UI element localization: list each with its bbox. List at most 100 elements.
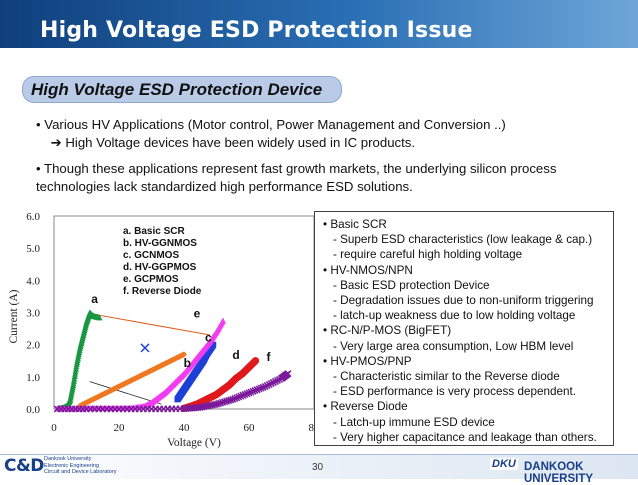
data-point	[225, 397, 233, 405]
legend-entry: a. Basic SCR	[123, 226, 185, 237]
x-tick-label: 80	[309, 422, 319, 434]
data-point	[140, 343, 150, 353]
data-point	[237, 392, 245, 400]
series-f	[53, 370, 292, 413]
section-banner: High Voltage ESD Protection Device	[22, 76, 342, 103]
legend-entry: d. HV-GGPMOS	[123, 262, 197, 273]
data-point	[235, 393, 243, 401]
x-tick-label: 40	[179, 422, 191, 434]
info-heading: • HV-PMOS/PNP	[323, 354, 412, 368]
series-label: e	[194, 306, 201, 320]
data-point	[255, 385, 263, 393]
data-point	[227, 396, 235, 404]
y-tick-label: 2.0	[26, 340, 40, 352]
data-point	[259, 383, 267, 391]
x-tick-label: 60	[244, 422, 256, 434]
data-point	[215, 400, 223, 408]
series-c	[77, 351, 187, 409]
info-heading: • RC-N/P-MOS (BigFET)	[323, 324, 452, 338]
info-subitem: - Latch-up immune ESD device	[333, 415, 495, 429]
chart-series	[53, 309, 292, 413]
iv-chart: 0.0 1.0 2.0 3.0 4.0 5.0 6.0 0 20 40 60 80 Voltage (V…	[8, 211, 319, 449]
legend-entry: f. Reverse Diode	[123, 286, 202, 297]
info-heading: • Reverse Diode	[323, 400, 408, 414]
data-point	[181, 351, 187, 358]
bullet-line: • Though these applications represent fa…	[36, 161, 557, 176]
series-label: f	[267, 350, 272, 364]
info-subitem: - Characteristic similar to the Reverse …	[333, 370, 560, 384]
data-point	[251, 386, 259, 395]
info-box: • Basic SCR - Superb ESD characteristics …	[314, 211, 614, 446]
x-tick-label: 0	[51, 422, 57, 434]
data-point	[239, 391, 247, 399]
series-b	[174, 341, 217, 403]
data-point	[231, 395, 239, 403]
data-point	[257, 384, 265, 392]
data-point	[251, 357, 260, 365]
data-point	[223, 397, 231, 405]
lab-logo: C&D	[4, 456, 44, 476]
bullet-line: • Various HV Applications (Motor control…	[36, 117, 506, 132]
series-label: a	[91, 292, 98, 306]
lab-logo-line: Electronic Engineering	[44, 462, 100, 469]
info-subitem: - latch-up weakness due to low holding v…	[333, 309, 576, 323]
x-tick-label: 20	[114, 422, 126, 434]
info-subitem: - Basic ESD protection Device	[333, 278, 490, 292]
bullet-spacer	[36, 152, 626, 160]
info-heading: • Basic SCR	[323, 218, 387, 231]
trace-line	[92, 313, 211, 336]
series-d	[180, 357, 260, 413]
data-point	[245, 389, 253, 397]
data-point	[247, 388, 255, 396]
y-tick-label: 0.0	[26, 404, 40, 416]
legend-entry: e. GCPMOS	[123, 274, 179, 285]
data-point	[253, 386, 261, 394]
info-subitem: - Very large area consumption, Low HBM l…	[333, 339, 574, 353]
data-point	[233, 394, 241, 402]
lab-logo-line: Dankook University	[44, 456, 92, 462]
data-point	[251, 357, 259, 366]
info-subitem: - Degradation issues due to non-uniform …	[333, 294, 594, 308]
data-point	[96, 314, 103, 321]
x-axis-label: Voltage (V)	[167, 437, 221, 449]
data-point	[210, 341, 217, 348]
info-subitem: - require careful high holding voltage	[333, 248, 523, 262]
lab-logo-text: C&D	[4, 456, 44, 476]
y-tick-label: 6.0	[26, 211, 40, 223]
data-point	[229, 395, 237, 403]
data-point	[220, 317, 226, 324]
lab-logo-subtitle: Dankook University Electronic Engineerin…	[44, 456, 116, 476]
data-point	[241, 390, 249, 399]
header-bar: High Voltage ESD Protection Issue	[0, 0, 638, 48]
page-number: 30	[312, 462, 324, 473]
data-point	[221, 398, 229, 406]
info-subitem: - ESD performance is very process depend…	[333, 385, 576, 399]
y-tick-label: 3.0	[26, 308, 40, 320]
university-logo: DKU	[490, 458, 518, 470]
bullet-line: ➔ High Voltage devices have been widely …	[36, 135, 416, 150]
data-point	[250, 358, 258, 367]
series-label: b	[184, 356, 191, 370]
university-name: DANKOOK UNIVERSITY	[524, 461, 594, 485]
legend-entry: c. GCNMOS	[123, 250, 179, 261]
data-point	[217, 399, 225, 407]
series-label: c	[205, 330, 212, 344]
y-tick-label: 4.0	[26, 275, 40, 287]
trace-line	[89, 381, 162, 405]
legend-entry: b. HV-GGNMOS	[123, 238, 197, 249]
slide-title: High Voltage ESD Protection Issue	[40, 18, 473, 43]
footer-bar	[0, 454, 638, 479]
chart-point-labels: a bc d e f	[91, 292, 271, 370]
y-tick-label: 1.0	[26, 372, 40, 384]
data-point	[219, 398, 227, 406]
data-point	[249, 387, 257, 395]
data-point	[284, 370, 292, 378]
info-heading: • HV-NMOS/NPN	[323, 263, 413, 277]
bullet-line: technologies lack standardized high perf…	[36, 179, 413, 194]
info-subitem: - Superb ESD characteristics (low leakag…	[333, 233, 593, 247]
lab-logo-line: Circuit and Device Laboratory	[44, 469, 117, 475]
info-subitem: - Very higher capacitance and leakage th…	[333, 430, 597, 444]
data-point	[212, 400, 221, 408]
y-tick-label: 5.0	[26, 243, 40, 255]
